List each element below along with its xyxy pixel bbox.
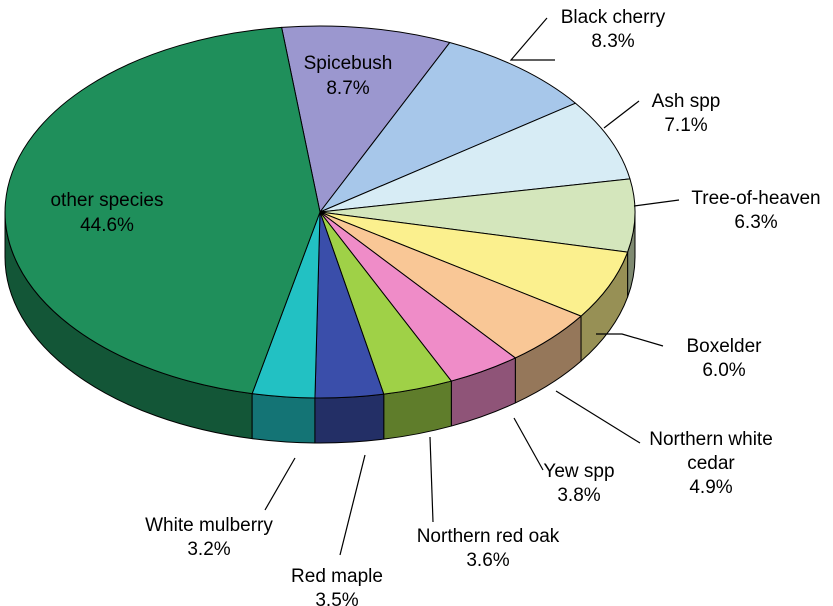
slice-label-tree-of-heaven: Tree-of-heaven 6.3% bbox=[691, 188, 820, 233]
slice-name: other species bbox=[50, 190, 163, 211]
slice-label-northern-white-cedar: Northern white cedar 4.9% bbox=[649, 429, 773, 498]
leader-line-northern-white-cedar bbox=[555, 390, 641, 444]
slice-name: Northern white bbox=[649, 429, 773, 450]
slice-name: Boxelder bbox=[687, 336, 763, 357]
slice-label-black-cherry: Black cherry 8.3% bbox=[561, 7, 666, 52]
slice-label-spicebush: Spicebush 8.7% bbox=[304, 53, 393, 99]
pie-top bbox=[4, 25, 636, 399]
slice-percent: 3.5% bbox=[315, 590, 358, 606]
slice-tree-of-heaven bbox=[319, 178, 636, 253]
slice-side-white-mulberry bbox=[251, 393, 316, 444]
slice-percent: 6.3% bbox=[734, 212, 777, 233]
slice-other-species bbox=[4, 26, 321, 395]
slice-percent: 4.9% bbox=[689, 477, 732, 498]
slice-name: Yew spp bbox=[543, 461, 614, 482]
slice-name: Tree-of-heaven bbox=[691, 188, 820, 209]
slice-name: Northern red oak bbox=[417, 526, 560, 547]
slice-spicebush bbox=[281, 25, 451, 213]
slice-name: Ash spp bbox=[652, 91, 721, 112]
slice-percent: 8.3% bbox=[591, 31, 634, 52]
slice-label-northern-red-oak: Northern red oak 3.6% bbox=[417, 526, 560, 571]
leader-line-tree-of-heaven bbox=[633, 199, 680, 207]
slice-percent: 3.2% bbox=[187, 539, 230, 560]
slice-percent: 7.1% bbox=[664, 115, 707, 136]
slice-labels: Spicebush 8.7% Black cherry 8.3% Ash spp 7.1%… bbox=[50, 7, 820, 606]
slice-ash-spp bbox=[319, 102, 631, 213]
slice-percent: 8.7% bbox=[326, 78, 369, 99]
slice-label-boxelder: Boxelder 6.0% bbox=[687, 336, 763, 381]
leader-line-white-mulberry bbox=[264, 457, 296, 511]
slice-name: cedar bbox=[687, 453, 735, 474]
leader-line-boxelder bbox=[596, 333, 664, 347]
leader-line-ash-spp bbox=[603, 100, 640, 129]
slice-label-yew-spp: Yew spp 3.8% bbox=[543, 461, 614, 506]
slice-percent: 3.8% bbox=[557, 485, 600, 506]
slice-name: White mulberry bbox=[145, 515, 273, 536]
leader-line-yew-spp bbox=[513, 417, 544, 471]
slice-label-white-mulberry: White mulberry 3.2% bbox=[145, 515, 273, 560]
slice-percent: 6.0% bbox=[702, 360, 745, 381]
leader-line-northern-red-oak bbox=[429, 436, 434, 523]
slice-percent: 44.6% bbox=[80, 215, 134, 236]
slice-black-cherry bbox=[319, 42, 576, 213]
slice-label-other-species: other species 44.6% bbox=[50, 190, 163, 236]
leader-line-red-maple bbox=[339, 454, 366, 556]
slice-side-red-maple bbox=[314, 393, 385, 444]
leader-lines bbox=[264, 17, 680, 556]
slice-percent: 3.6% bbox=[466, 550, 509, 571]
slice-label-ash-spp: Ash spp 7.1% bbox=[652, 91, 721, 136]
slice-name: Black cherry bbox=[561, 7, 666, 28]
slice-name: Spicebush bbox=[304, 53, 393, 74]
slice-boxelder bbox=[319, 211, 629, 317]
slice-label-red-maple: Red maple 3.5% bbox=[291, 566, 383, 606]
slice-name: Red maple bbox=[291, 566, 383, 587]
leader-line-black-cherry bbox=[509, 17, 555, 61]
